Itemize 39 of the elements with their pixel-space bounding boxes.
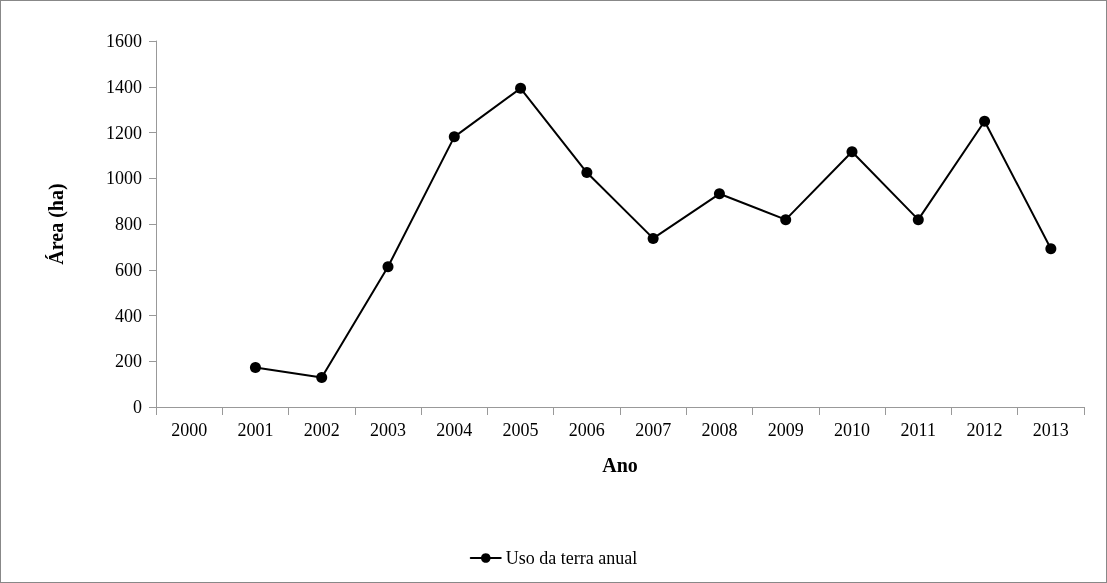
- point: [1045, 243, 1057, 255]
- x-tick-label: 2000: [171, 420, 208, 440]
- point: [647, 232, 659, 244]
- y-tick-label: 1400: [106, 76, 142, 97]
- point: [846, 146, 858, 158]
- y-tick-label: 600: [115, 259, 142, 280]
- x-tick-label: 2002: [303, 420, 340, 440]
- y-tick-label: 400: [115, 305, 142, 326]
- point: [316, 371, 328, 383]
- x-tick-label: 2013: [1032, 420, 1069, 440]
- y-tick-label: 1000: [106, 168, 142, 189]
- x-tick-label: 2012: [966, 420, 1003, 440]
- y-tick-label: 1600: [106, 31, 142, 51]
- x-tick-label: 2001: [237, 420, 274, 440]
- point: [249, 361, 261, 373]
- x-tick-label: 2006: [568, 420, 605, 440]
- legend-label: Uso da terra anual: [505, 548, 638, 568]
- x-tick-label: 2009: [767, 420, 804, 440]
- point: [713, 188, 725, 200]
- point: [912, 214, 924, 226]
- x-tick-label: 2005: [502, 420, 539, 440]
- y-tick-label: 0: [133, 397, 142, 417]
- x-tick-label: 2010: [834, 420, 870, 440]
- point: [780, 214, 792, 226]
- y-tick-label: 800: [115, 214, 142, 234]
- point: [448, 131, 460, 143]
- x-tick-label: 2011: [900, 420, 936, 440]
- point: [515, 82, 527, 94]
- y-tick-label: 1200: [106, 122, 142, 143]
- x-tick-label: 2004: [436, 420, 473, 440]
- x-tick-label: 2008: [701, 420, 738, 440]
- x-tick-label: 2007: [635, 420, 672, 440]
- x-axis-title: Ano: [602, 454, 638, 476]
- point: [581, 167, 593, 179]
- point: [979, 115, 991, 127]
- y-tick-label: 200: [115, 351, 142, 372]
- y-axis-title: Área (ha): [45, 183, 68, 265]
- point: [382, 261, 394, 273]
- x-tick-label: 2003: [370, 420, 406, 440]
